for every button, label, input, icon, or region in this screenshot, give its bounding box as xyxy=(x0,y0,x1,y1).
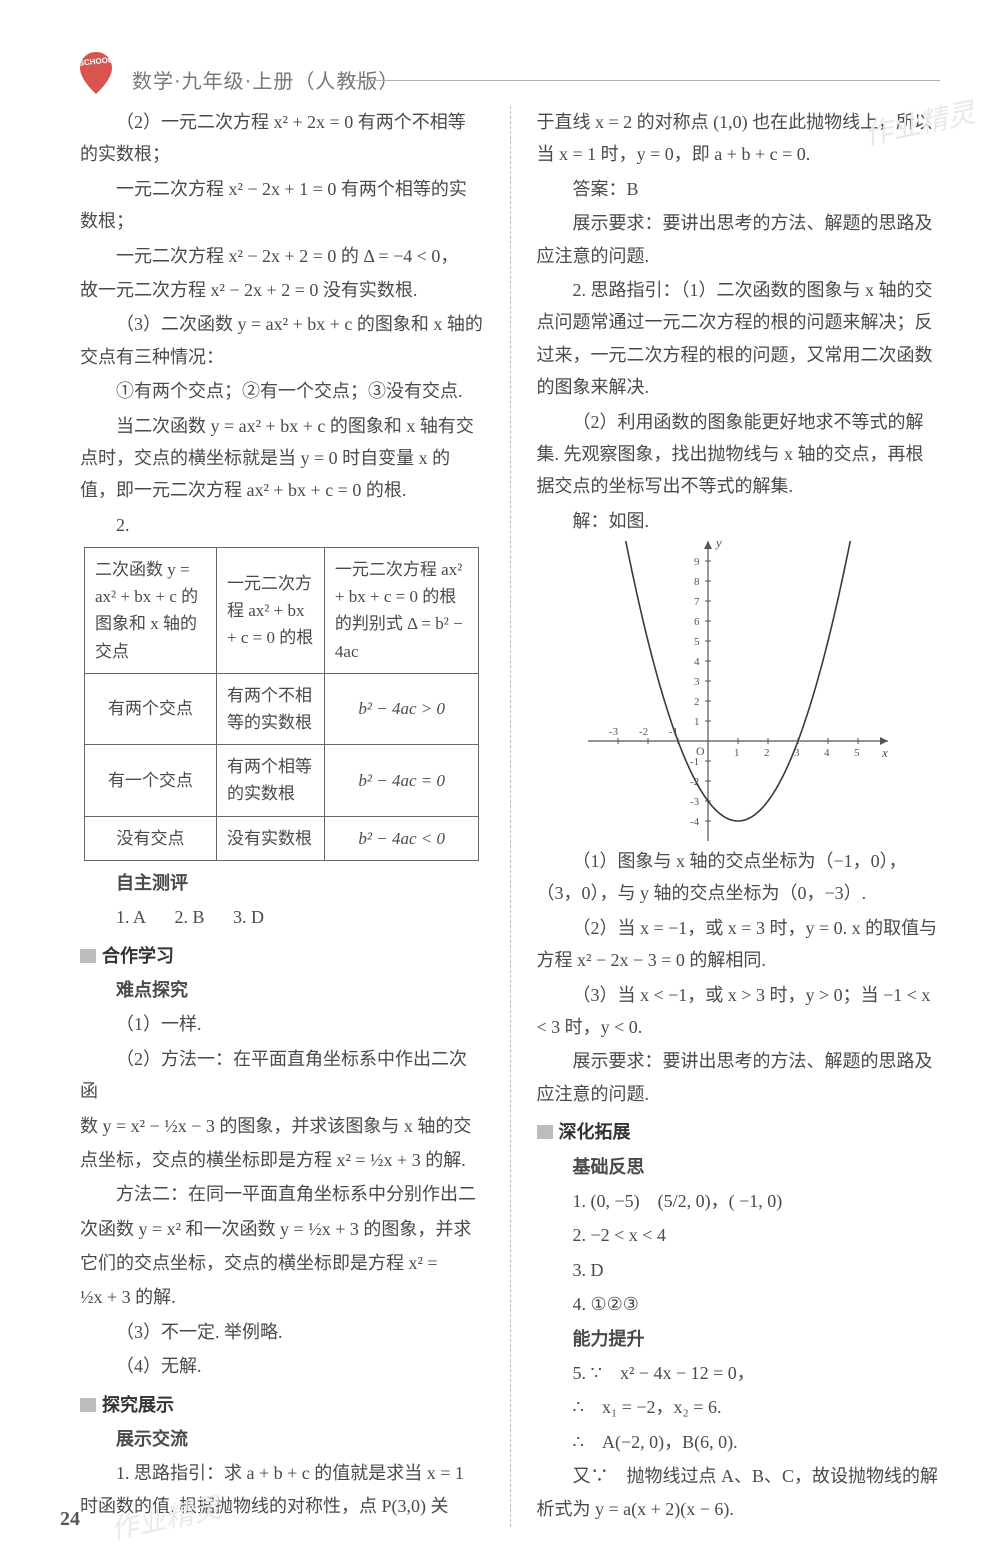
section-self-test: 自主测评 xyxy=(80,867,484,899)
answer: 2. B xyxy=(175,907,205,927)
body-text: 当二次函数 y = ax² + bx + c 的图象和 x 轴有交点时，交点的横… xyxy=(80,410,484,507)
subsection-difficulty: 难点探究 xyxy=(80,974,484,1006)
body-text: （1）一样. xyxy=(80,1008,484,1040)
answer-row: 1. A 2. B 3. D xyxy=(80,901,484,933)
table-cell: 有两个相等的实数根 xyxy=(217,745,325,816)
svg-text:8: 8 xyxy=(694,576,700,588)
page: SCHOOL 数学·九年级·上册（人教版） 作业精灵 （2）一元二次方程 x² … xyxy=(0,0,1000,1567)
svg-text:5: 5 xyxy=(694,636,700,648)
body-text: 展示要求：要讲出思考的方法、解题的思路及应注意的问题. xyxy=(537,1045,941,1110)
subsection-ability: 能力提升 xyxy=(537,1323,941,1355)
table-cell: 没有实数根 xyxy=(217,816,325,860)
svg-text:-2: -2 xyxy=(639,726,648,738)
svg-text:2: 2 xyxy=(694,696,700,708)
body-text: 它们的交点坐标，交点的横坐标即是方程 x² = xyxy=(80,1247,484,1279)
body-text: 展示要求：要讲出思考的方法、解题的思路及应注意的问题. xyxy=(537,207,941,272)
body-text: 解：如图. xyxy=(537,505,941,537)
body-text: （2）方法一：在平面直角坐标系中作出二次函 xyxy=(80,1043,484,1108)
svg-text:y: y xyxy=(714,541,722,550)
svg-text:6: 6 xyxy=(694,616,700,628)
content-columns: （2）一元二次方程 x² + 2x = 0 有两个不相等的实数根； 一元二次方程… xyxy=(80,106,940,1527)
table-cell: 没有交点 xyxy=(85,816,217,860)
relation-table: 二次函数 y = ax² + bx + c 的图象和 x 轴的交点 一元二次方程… xyxy=(84,547,479,861)
svg-text:7: 7 xyxy=(694,596,700,608)
subsection-basic: 基础反思 xyxy=(537,1151,941,1183)
svg-text:-4: -4 xyxy=(690,816,700,828)
body-text: 点坐标，交点的横坐标即是方程 x² = ½x + 3 的解. xyxy=(80,1144,484,1176)
answer: 4. ①②③ xyxy=(537,1288,941,1320)
svg-text:5: 5 xyxy=(854,747,860,759)
body-text: ①有两个交点；②有一个交点；③没有交点. xyxy=(80,375,484,407)
body-text: 2. 思路指引：（1）二次函数的图象与 x 轴的交点问题常通过一元二次方程的根的… xyxy=(537,274,941,404)
body-text: 5. ∵ x² − 4x − 12 = 0， xyxy=(537,1357,941,1389)
svg-text:2: 2 xyxy=(764,747,770,759)
svg-text:x: x xyxy=(881,745,888,760)
item-number: 2. xyxy=(80,509,484,541)
answer: 1. A xyxy=(116,907,146,927)
body-text: 答案：B xyxy=(537,173,941,205)
svg-text:-1: -1 xyxy=(690,756,699,768)
body-text: ∴ A(−2, 0)，B(6, 0). xyxy=(537,1426,941,1458)
body-text: 一元二次方程 x² − 2x + 2 = 0 的 Δ = −4 < 0， xyxy=(80,240,484,272)
page-number: 24 xyxy=(60,1501,80,1537)
table-cell: b² − 4ac = 0 xyxy=(324,745,479,816)
graph-svg: xyO-3-2-112345-4-3-2-1123456789 xyxy=(588,541,888,841)
section-cooperate: 合作学习 xyxy=(80,940,484,972)
school-logo-icon: SCHOOL xyxy=(72,48,120,96)
body-text: 数 y = x² − ½x − 3 的图象，并求该图象与 x 轴的交 xyxy=(80,1110,484,1142)
svg-text:4: 4 xyxy=(824,747,830,759)
answer: 2. −2 < x < 4 xyxy=(537,1219,941,1251)
svg-text:1: 1 xyxy=(734,747,740,759)
body-text: 于直线 x = 2 的对称点 (1,0) 也在此抛物线上，所以当 x = 1 时… xyxy=(537,106,941,171)
body-text: 故一元二次方程 x² − 2x + 2 = 0 没有实数根. xyxy=(80,274,484,306)
header-divider xyxy=(350,80,940,81)
svg-text:-3: -3 xyxy=(609,726,619,738)
table-cell: 有一个交点 xyxy=(85,745,217,816)
left-column: （2）一元二次方程 x² + 2x = 0 有两个不相等的实数根； 一元二次方程… xyxy=(80,106,484,1527)
table-cell: 有两个不相等的实数根 xyxy=(217,673,325,744)
table-row: 有一个交点 有两个相等的实数根 b² − 4ac = 0 xyxy=(85,745,479,816)
svg-text:1: 1 xyxy=(694,716,700,728)
parabola-graph: xyO-3-2-112345-4-3-2-1123456789 xyxy=(537,541,941,841)
body-text: 次函数 y = x² 和一次函数 y = ½x + 3 的图象，并求 xyxy=(80,1213,484,1245)
body-text: （2）当 x = −1，或 x = 3 时，y = 0. x 的取值与方程 x²… xyxy=(537,912,941,977)
body-text: （3）不一定. 举例略. xyxy=(80,1316,484,1348)
svg-text:3: 3 xyxy=(694,676,700,688)
column-divider xyxy=(510,106,511,1527)
svg-text:-3: -3 xyxy=(690,796,700,808)
answer: 3. D xyxy=(233,907,264,927)
body-text: （2）利用函数的图象能更好地求不等式的解集. 先观察图象，找出抛物线与 x 轴的… xyxy=(537,406,941,503)
svg-text:4: 4 xyxy=(694,656,700,668)
table-header: 一元二次方程 ax² + bx + c = 0 的根的判别式 Δ = b² − … xyxy=(324,548,479,674)
table-cell: b² − 4ac > 0 xyxy=(324,673,479,744)
table-row: 有两个交点 有两个不相等的实数根 b² − 4ac > 0 xyxy=(85,673,479,744)
table-header: 二次函数 y = ax² + bx + c 的图象和 x 轴的交点 xyxy=(85,548,217,674)
body-text: 方法二：在同一平面直角坐标系中分别作出二 xyxy=(80,1178,484,1210)
answer: 1. (0, −5) (5/2, 0)，( −1, 0) xyxy=(537,1185,941,1217)
body-text: ∴ x₁ = −2，x₂ = 6. xyxy=(537,1391,941,1423)
body-text: （4）无解. xyxy=(80,1350,484,1382)
subsection-present: 展示交流 xyxy=(80,1423,484,1455)
body-text: （2）一元二次方程 x² + 2x = 0 有两个不相等的实数根； xyxy=(80,106,484,171)
body-text: （1）图象与 x 轴的交点坐标为（−1，0），（3，0），与 y 轴的交点坐标为… xyxy=(537,845,941,910)
section-deepen: 深化拓展 xyxy=(537,1116,941,1148)
body-text: （3）当 x < −1，或 x > 3 时，y > 0；当 −1 < x < 3… xyxy=(537,979,941,1044)
body-text: 1. 思路指引：求 a + b + c 的值就是求当 x = 1 时函数的值. … xyxy=(80,1457,484,1522)
body-text: 一元二次方程 x² − 2x + 1 = 0 有两个相等的实数根； xyxy=(80,173,484,238)
table-cell: b² − 4ac < 0 xyxy=(324,816,479,860)
table-row: 没有交点 没有实数根 b² − 4ac < 0 xyxy=(85,816,479,860)
answer: 3. D xyxy=(537,1254,941,1286)
table-cell: 有两个交点 xyxy=(85,673,217,744)
table-header: 一元二次方程 ax² + bx + c = 0 的根 xyxy=(217,548,325,674)
body-text: ½x + 3 的解. xyxy=(80,1281,484,1313)
right-column: 于直线 x = 2 的对称点 (1,0) 也在此抛物线上，所以当 x = 1 时… xyxy=(537,106,941,1527)
table-row: 二次函数 y = ax² + bx + c 的图象和 x 轴的交点 一元二次方程… xyxy=(85,548,479,674)
svg-text:9: 9 xyxy=(694,556,700,568)
body-text: （3）二次函数 y = ax² + bx + c 的图象和 x 轴的交点有三种情… xyxy=(80,308,484,373)
section-explore: 探究展示 xyxy=(80,1389,484,1421)
body-text: 又∵ 抛物线过点 A、B、C，故设抛物线的解析式为 y = a(x + 2)(x… xyxy=(537,1460,941,1525)
page-title: 数学·九年级·上册（人教版） xyxy=(132,64,399,100)
